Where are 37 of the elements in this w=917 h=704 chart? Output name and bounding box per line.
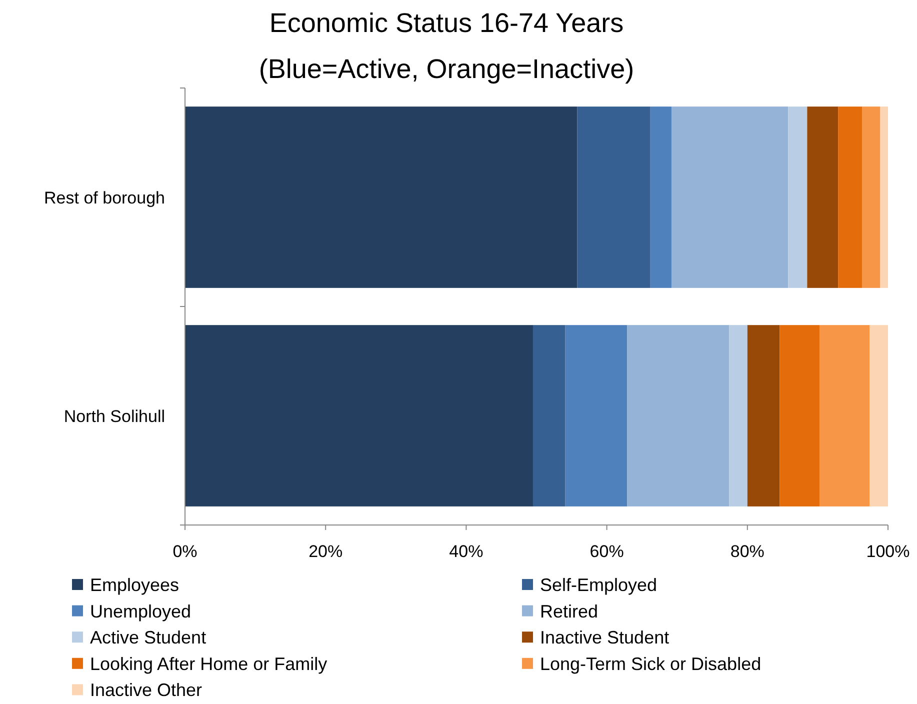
bar — [788, 106, 808, 288]
bar — [650, 106, 672, 288]
y-tick-label: Rest of borough — [44, 188, 165, 208]
chart-subtitle: (Blue=Active, Orange=Inactive) — [258, 54, 634, 84]
bar — [577, 106, 650, 288]
bar — [820, 325, 870, 506]
legend-label: Inactive Other — [90, 680, 202, 700]
bar — [870, 325, 888, 506]
bar — [838, 106, 862, 288]
bar — [747, 325, 780, 506]
bar — [780, 325, 820, 506]
bar — [671, 106, 788, 288]
bar — [185, 106, 578, 288]
bar — [862, 106, 880, 288]
legend-label: Active Student — [90, 628, 206, 648]
bar — [729, 325, 748, 506]
chart-title: Economic Status 16-74 Years — [269, 8, 624, 38]
legend-label: Long-Term Sick or Disabled — [540, 654, 762, 674]
legend-label: Unemployed — [90, 601, 192, 622]
legend-label: Employees — [90, 575, 180, 595]
bar — [807, 106, 838, 288]
legend-label: Retired — [540, 601, 598, 622]
x-tick-label: 80% — [730, 542, 764, 561]
bar — [185, 325, 533, 506]
x-tick-label: 0% — [172, 542, 198, 561]
y-tick-label: North Solihull — [64, 406, 165, 426]
x-tick-label: 20% — [308, 542, 343, 561]
legend-label: Looking After Home or Family — [90, 654, 328, 674]
bar — [532, 325, 566, 506]
bar — [565, 325, 628, 506]
bar — [627, 325, 730, 506]
bar — [880, 106, 888, 288]
x-tick-label: 60% — [590, 542, 624, 561]
x-tick-label: 100% — [866, 542, 910, 561]
legend-label: Inactive Student — [540, 628, 670, 648]
legend-label: Self-Employed — [540, 575, 658, 595]
x-tick-label: 40% — [449, 542, 484, 561]
